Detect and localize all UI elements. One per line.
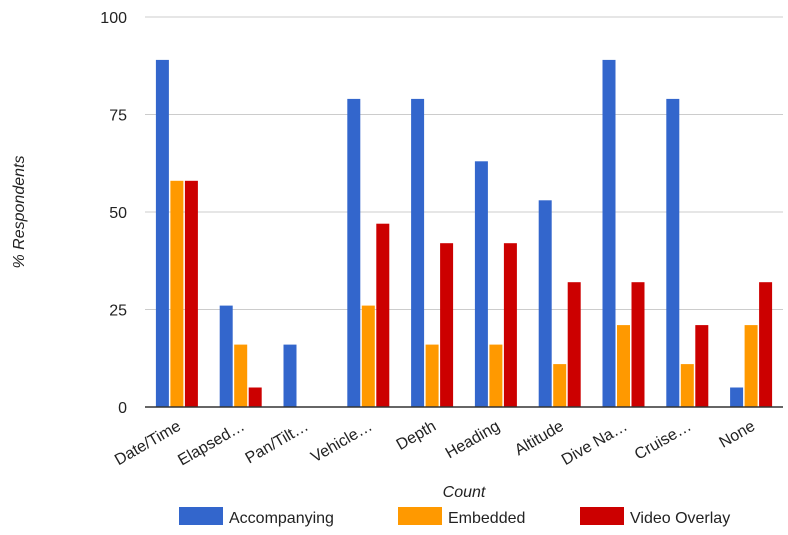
x-tick-label: Vehicle… — [308, 418, 375, 467]
legend-item: Video Overlay — [580, 507, 730, 527]
legend-swatch — [179, 507, 223, 525]
bar-embedded — [744, 325, 758, 407]
x-tick-label: Pan/Tilt… — [243, 418, 312, 468]
y-tick-label: 0 — [118, 400, 127, 417]
bar-accompanying — [155, 59, 169, 408]
bar-accompanying — [411, 98, 425, 408]
bar-video-overlay — [631, 282, 645, 407]
bar-video-overlay — [567, 282, 581, 407]
bar-video-overlay — [376, 223, 390, 407]
x-tick-label: None — [716, 418, 758, 452]
bar-accompanying — [666, 98, 680, 408]
bar-embedded — [425, 344, 439, 407]
bar-embedded — [361, 305, 375, 407]
bar-accompanying — [347, 98, 361, 408]
legend-label: Embedded — [448, 510, 525, 527]
bar-accompanying — [219, 305, 233, 407]
legend-item: Accompanying — [179, 507, 334, 527]
bar-video-overlay — [759, 282, 773, 407]
bar-accompanying — [283, 344, 297, 407]
bar-accompanying — [602, 59, 616, 408]
y-tick-label: 25 — [109, 303, 127, 320]
bar-video-overlay — [695, 325, 709, 407]
legend-swatch — [580, 507, 624, 525]
x-axis-title: Count — [443, 484, 486, 501]
x-tick-label: Depth — [394, 418, 439, 454]
legend-label: Video Overlay — [630, 510, 730, 527]
bar-video-overlay — [248, 387, 262, 407]
x-tick-label: Heading — [443, 418, 503, 463]
x-tick-label: Dive Na… — [559, 418, 631, 469]
x-tick-label: Elapsed… — [175, 418, 247, 470]
y-axis-title: % Respondents — [11, 156, 28, 269]
y-axis-ticks: 0 25 50 75 100 — [100, 10, 127, 417]
bar-accompanying — [538, 200, 552, 407]
x-tick-label: Altitude — [512, 418, 567, 459]
bar-accompanying — [730, 387, 744, 407]
bar-accompanying — [474, 161, 488, 407]
legend-swatch — [398, 507, 442, 525]
x-tick-label: Date/Time — [112, 418, 184, 469]
bar-video-overlay — [503, 243, 517, 407]
y-tick-label: 50 — [109, 205, 127, 222]
bar-video-overlay — [440, 243, 454, 407]
bar-video-overlay — [184, 180, 198, 407]
bar-embedded — [553, 364, 567, 407]
legend-item: Embedded — [398, 507, 525, 527]
bar-embedded — [234, 344, 248, 407]
legend-label: Accompanying — [229, 510, 334, 527]
bar-embedded — [680, 364, 694, 407]
bar-embedded — [617, 325, 630, 407]
bars — [155, 59, 773, 408]
legend: Accompanying Embedded Video Overlay — [179, 507, 730, 527]
y-tick-label: 100 — [100, 10, 127, 27]
y-tick-label: 75 — [109, 108, 127, 125]
gridlines — [145, 16, 783, 310]
bar-embedded — [170, 180, 184, 407]
bar-embedded — [489, 344, 503, 407]
x-tick-label: Cruise… — [632, 418, 694, 464]
